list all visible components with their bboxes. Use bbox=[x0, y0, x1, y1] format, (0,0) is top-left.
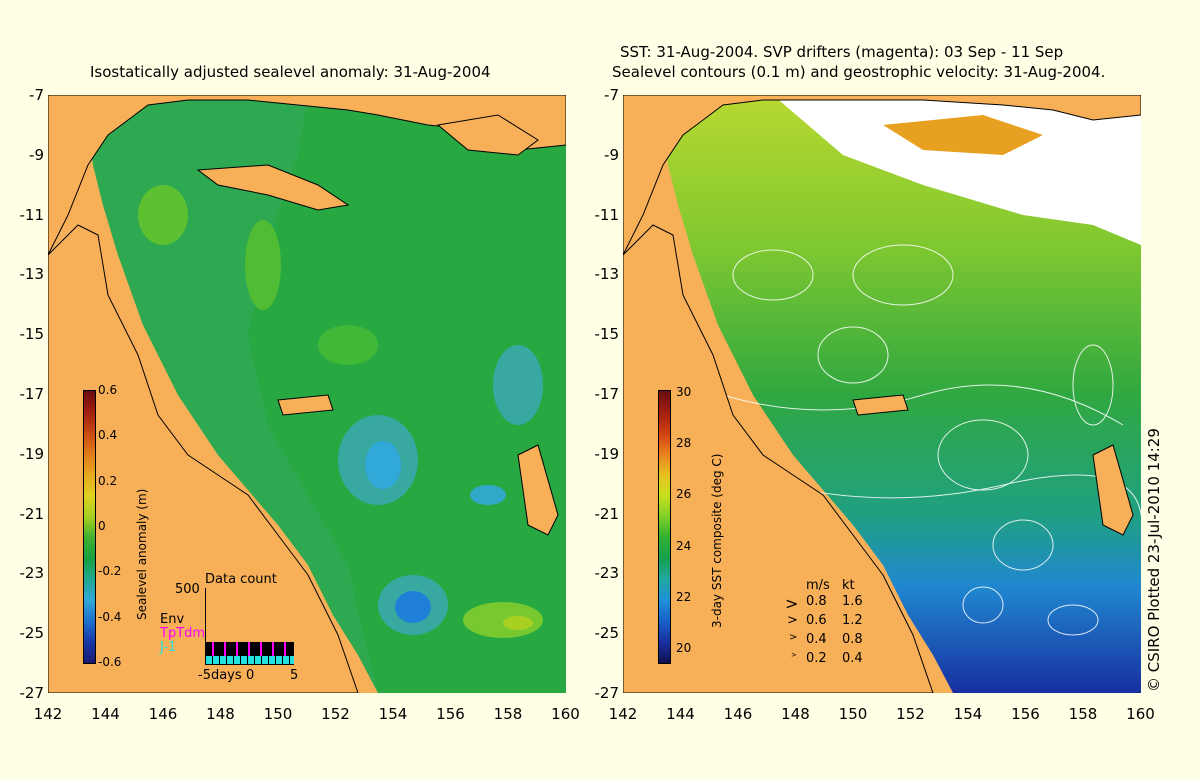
sealevel-colorbar-tick-5: -0.4 bbox=[98, 609, 122, 624]
right-xtick-0: 142 bbox=[608, 705, 638, 723]
velocity-arrow-icon: > bbox=[789, 632, 798, 643]
sealevel-colorbar-label: Sealevel anomaly (m) bbox=[135, 488, 149, 620]
sst-map[interactable] bbox=[623, 95, 1141, 693]
left-ytick-8: -23 bbox=[19, 564, 45, 583]
left-xtick-3: 148 bbox=[206, 705, 235, 723]
sst-colorbar-label: 3-day SST composite (deg C) bbox=[710, 453, 724, 628]
velocity-legend-kt-3: 0.4 bbox=[842, 651, 863, 666]
right-ytick-5: -17 bbox=[594, 385, 620, 403]
sst-colorbar-tick-5: 20 bbox=[676, 641, 692, 655]
legend-j1: J-1 bbox=[160, 640, 177, 655]
right-xtick-4: 150 bbox=[838, 705, 868, 723]
sealevel-map[interactable] bbox=[48, 95, 566, 693]
velocity-legend-header-kt: kt bbox=[842, 578, 855, 593]
left-xtick-5: 152 bbox=[321, 705, 350, 723]
data-count-xtick-3: 5 bbox=[290, 668, 299, 683]
right-xtick-3: 148 bbox=[781, 705, 810, 723]
left-xtick-0: 142 bbox=[33, 705, 63, 723]
left-ytick-5: -17 bbox=[19, 385, 45, 403]
velocity-legend-kt-2: 0.8 bbox=[842, 632, 863, 647]
right-ytick-9: -25 bbox=[594, 624, 620, 643]
right-xtick-2: 146 bbox=[723, 705, 753, 723]
legend-env: Env bbox=[160, 612, 185, 627]
left-ytick-10: -27 bbox=[19, 684, 45, 702]
sst-colorbar-tick-2: 26 bbox=[676, 487, 692, 502]
sst-map-graphic bbox=[623, 95, 1141, 693]
left-ytick-1: -9 bbox=[29, 145, 44, 164]
right-ytick-3: -13 bbox=[594, 265, 620, 284]
left-ytick-6: -19 bbox=[19, 444, 45, 463]
velocity-legend-ms-1: 0.6 bbox=[806, 613, 827, 628]
velocity-legend-ms-3: 0.2 bbox=[806, 651, 827, 666]
right-ytick-1: -9 bbox=[604, 145, 619, 164]
left-xtick-1: 144 bbox=[91, 705, 120, 723]
sst-colorbar-tick-1: 28 bbox=[676, 436, 692, 451]
left-xtick-8: 158 bbox=[493, 705, 523, 723]
sealevel-colorbar-tick-2: 0.2 bbox=[98, 473, 118, 488]
sealevel-colorbar-tick-3: 0 bbox=[98, 519, 106, 533]
right-xtick-1: 144 bbox=[666, 705, 695, 723]
velocity-legend-kt-1: 1.2 bbox=[842, 613, 863, 628]
data-count-xtick-1: -5days bbox=[198, 668, 242, 683]
sealevel-colorbar-tick-6: -0.6 bbox=[98, 655, 122, 669]
sealevel-colorbar-tick-0: 0.6 bbox=[98, 383, 118, 397]
sst-colorbar-tick-4: 22 bbox=[676, 589, 692, 604]
velocity-arrow-icon: > bbox=[785, 594, 799, 613]
left-ytick-9: -25 bbox=[19, 624, 45, 643]
sst-colorbar-tick-3: 24 bbox=[676, 538, 692, 553]
sst-colorbar-tick-0: 30 bbox=[676, 385, 692, 399]
velocity-legend-header-ms: m/s bbox=[806, 578, 830, 593]
left-xtick-7: 156 bbox=[436, 705, 465, 723]
right-ytick-0: -7 bbox=[604, 86, 619, 104]
right-map-title-line1: SST: 31-Aug-2004. SVP drifters (magenta)… bbox=[620, 43, 1064, 61]
sst-ocean-area bbox=[663, 95, 1141, 693]
sealevel-colorbar-tick-4: -0.2 bbox=[98, 564, 122, 579]
sealevel-map-graphic bbox=[48, 95, 566, 693]
sealevel-colorbar-tick-1: 0.4 bbox=[98, 428, 118, 443]
right-map-title-line2: Sealevel contours (0.1 m) and geostrophi… bbox=[612, 63, 1106, 81]
left-xtick-4: 150 bbox=[263, 705, 293, 723]
right-xtick-8: 158 bbox=[1068, 705, 1098, 723]
data-count-xtick-2: 0 bbox=[246, 668, 255, 683]
data-count-title: Data count bbox=[205, 572, 277, 587]
velocity-arrow-icon: > bbox=[787, 613, 798, 628]
left-map-title: Isostatically adjusted sealevel anomaly:… bbox=[90, 63, 491, 81]
left-ytick-4: -15 bbox=[19, 325, 45, 344]
velocity-legend-ms-2: 0.4 bbox=[806, 632, 827, 647]
data-count-chart bbox=[205, 588, 294, 665]
right-ytick-6: -19 bbox=[594, 444, 620, 463]
velocity-arrow-icon: > bbox=[791, 651, 797, 659]
right-ytick-7: -21 bbox=[594, 504, 620, 523]
sst-colorbar bbox=[658, 390, 671, 664]
right-ytick-10: -27 bbox=[594, 684, 620, 702]
sealevel-colorbar bbox=[83, 390, 96, 664]
data-count-ymax: 500 bbox=[175, 582, 200, 597]
right-ytick-8: -23 bbox=[594, 564, 620, 583]
velocity-legend-kt-0: 1.6 bbox=[842, 594, 863, 609]
left-xtick-2: 146 bbox=[148, 705, 178, 723]
left-ytick-0: -7 bbox=[29, 86, 44, 104]
right-xtick-9: 160 bbox=[1126, 705, 1155, 723]
velocity-legend-ms-0: 0.8 bbox=[806, 594, 827, 609]
left-ytick-2: -11 bbox=[19, 205, 45, 224]
right-ytick-2: -11 bbox=[594, 205, 620, 224]
right-ytick-4: -15 bbox=[594, 325, 620, 344]
left-xtick-6: 154 bbox=[378, 705, 408, 723]
left-ytick-3: -13 bbox=[19, 265, 45, 284]
right-xtick-7: 156 bbox=[1011, 705, 1040, 723]
legend-tptdm: TpTdm bbox=[160, 626, 206, 641]
right-xtick-5: 152 bbox=[896, 705, 925, 723]
left-xtick-9: 160 bbox=[551, 705, 580, 723]
right-xtick-6: 154 bbox=[953, 705, 983, 723]
australia-coastline bbox=[48, 224, 359, 693]
credit-text: © CSIRO Plotted 23-Jul-2010 14:29 bbox=[1145, 428, 1163, 692]
left-ytick-7: -21 bbox=[19, 504, 45, 523]
